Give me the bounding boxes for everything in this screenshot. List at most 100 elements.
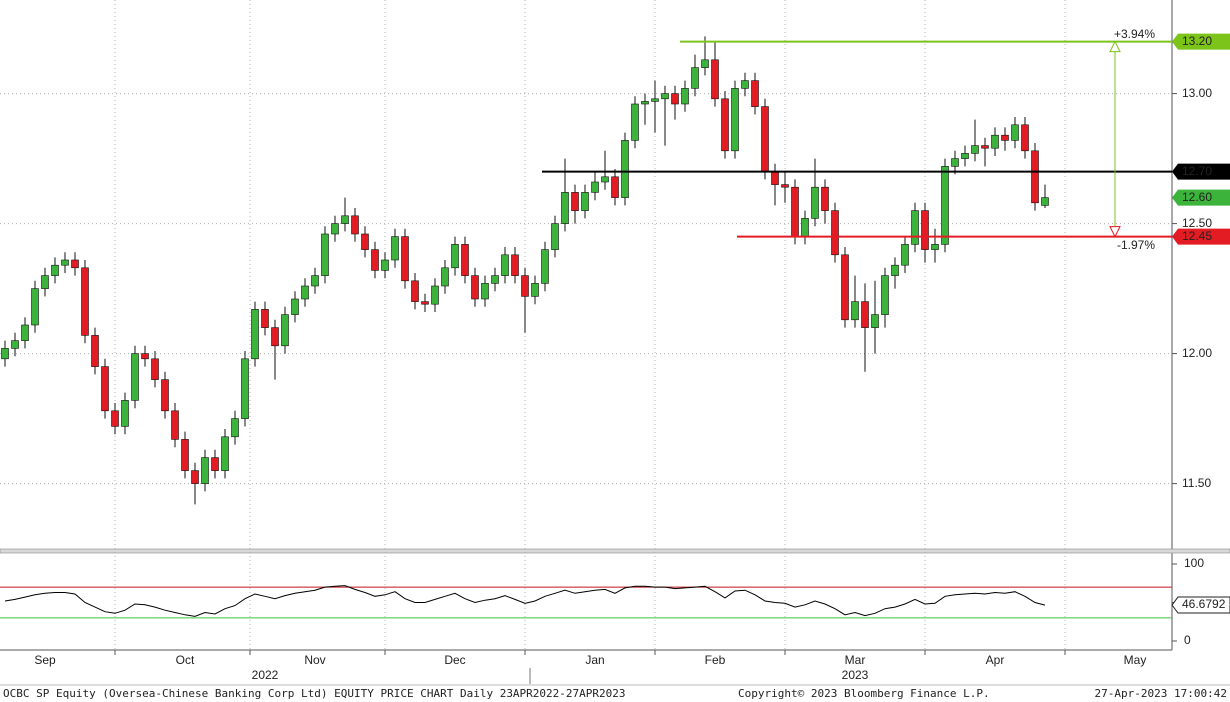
candle-body [101, 366, 109, 412]
footer-title: OCBC SP Equity (Oversea-Chinese Banking … [3, 687, 626, 700]
candle-body [821, 186, 829, 211]
candle-body [51, 264, 59, 276]
candle-body [341, 215, 349, 224]
candle-body [331, 223, 339, 235]
candle-body [91, 335, 99, 367]
candle-body [1, 348, 9, 360]
level-tag-label: 12.70 [1182, 164, 1212, 178]
candle-body [621, 140, 629, 198]
x-tick-label: Mar [845, 653, 866, 667]
candle-body [791, 186, 799, 237]
y2-tick-label: 0 [1184, 633, 1191, 647]
candle-body [281, 314, 289, 347]
candle-body [501, 254, 509, 276]
candle-body [391, 236, 399, 261]
candle-body [1011, 124, 1019, 141]
candle-body [81, 267, 89, 336]
indicator-tag [1171, 596, 1230, 614]
candle-body [961, 153, 969, 159]
x-tick-label: Dec [444, 653, 465, 667]
candle-body [861, 301, 869, 328]
candle-body [301, 285, 309, 300]
x-tick-label: Apr [986, 653, 1005, 667]
candle-body [211, 457, 219, 471]
candle-body [681, 88, 689, 105]
footer-copyright: Copyright© 2023 Bloomberg Finance L.P. [738, 687, 990, 700]
candle-body [431, 285, 439, 305]
candle-body [441, 267, 449, 287]
candle-body [251, 309, 259, 360]
candle-body [1001, 134, 1009, 141]
level-tag-label: 12.60 [1182, 190, 1212, 204]
x-year-label: 2022 [252, 668, 279, 682]
candle-body [1041, 197, 1049, 206]
candle-body [1021, 124, 1029, 152]
candle-body [851, 301, 859, 321]
candle-body [661, 93, 669, 100]
level-tag [1172, 228, 1230, 245]
candle-body [801, 218, 809, 237]
candle-body [651, 98, 659, 102]
candle-body [601, 176, 609, 183]
y-tick-label: 12.00 [1182, 346, 1212, 360]
candle-body [321, 233, 329, 276]
y2-tick-label: 100 [1184, 556, 1204, 570]
candle-body [701, 59, 709, 68]
candle-body [11, 340, 19, 349]
candle-body [831, 210, 839, 256]
candle-body [641, 101, 649, 105]
candle-body [311, 275, 319, 287]
panel-divider [0, 548, 1230, 554]
candle-body [31, 288, 39, 326]
candle-body [151, 358, 159, 380]
level-tag-label: 13.20 [1182, 34, 1212, 48]
annotation: -1.97% [1117, 238, 1155, 252]
candle-body [751, 80, 759, 107]
candle-body [731, 88, 739, 152]
y-tick-label: 11.50 [1182, 476, 1211, 490]
candle-body [381, 259, 389, 271]
candle-body [521, 275, 529, 297]
annotation: +3.94% [1114, 27, 1155, 41]
candle-body [61, 259, 69, 266]
candle-body [811, 186, 819, 219]
x-tick-label: Oct [176, 653, 195, 667]
candle-body [551, 223, 559, 250]
candle-body [781, 184, 789, 188]
candle-body [771, 171, 779, 185]
x-tick-label: Nov [304, 653, 325, 667]
candle-body [241, 358, 249, 419]
candle-body [411, 280, 419, 302]
candle-body [491, 275, 499, 284]
candle-body [881, 275, 889, 315]
candle-body [141, 353, 149, 360]
footer-timestamp: 27-Apr-2023 17:00:42 [1095, 687, 1227, 700]
x-tick-label: Feb [705, 653, 726, 667]
candle-body [631, 103, 639, 141]
candle-body [221, 436, 229, 471]
candle-body [231, 418, 239, 438]
candle-body [571, 192, 579, 211]
candle-body [291, 298, 299, 315]
arrow-head-down [1109, 226, 1121, 238]
candle-body [741, 80, 749, 89]
candle-body [131, 353, 139, 401]
candle-body [711, 59, 719, 100]
candle-body [561, 192, 569, 224]
level-tag [1172, 33, 1230, 50]
candle-body [871, 314, 879, 328]
candle-body [721, 98, 729, 152]
candle-body [761, 106, 769, 172]
candle-body [691, 67, 699, 89]
candle-body [891, 264, 899, 276]
candle-body [531, 283, 539, 297]
candle-body [181, 439, 189, 471]
candle-body [511, 254, 519, 276]
candle-body [611, 176, 619, 198]
candle-body [371, 249, 379, 271]
level-tag [1172, 163, 1230, 180]
x-year-label: 2023 [842, 668, 869, 682]
candle-body [401, 236, 409, 282]
